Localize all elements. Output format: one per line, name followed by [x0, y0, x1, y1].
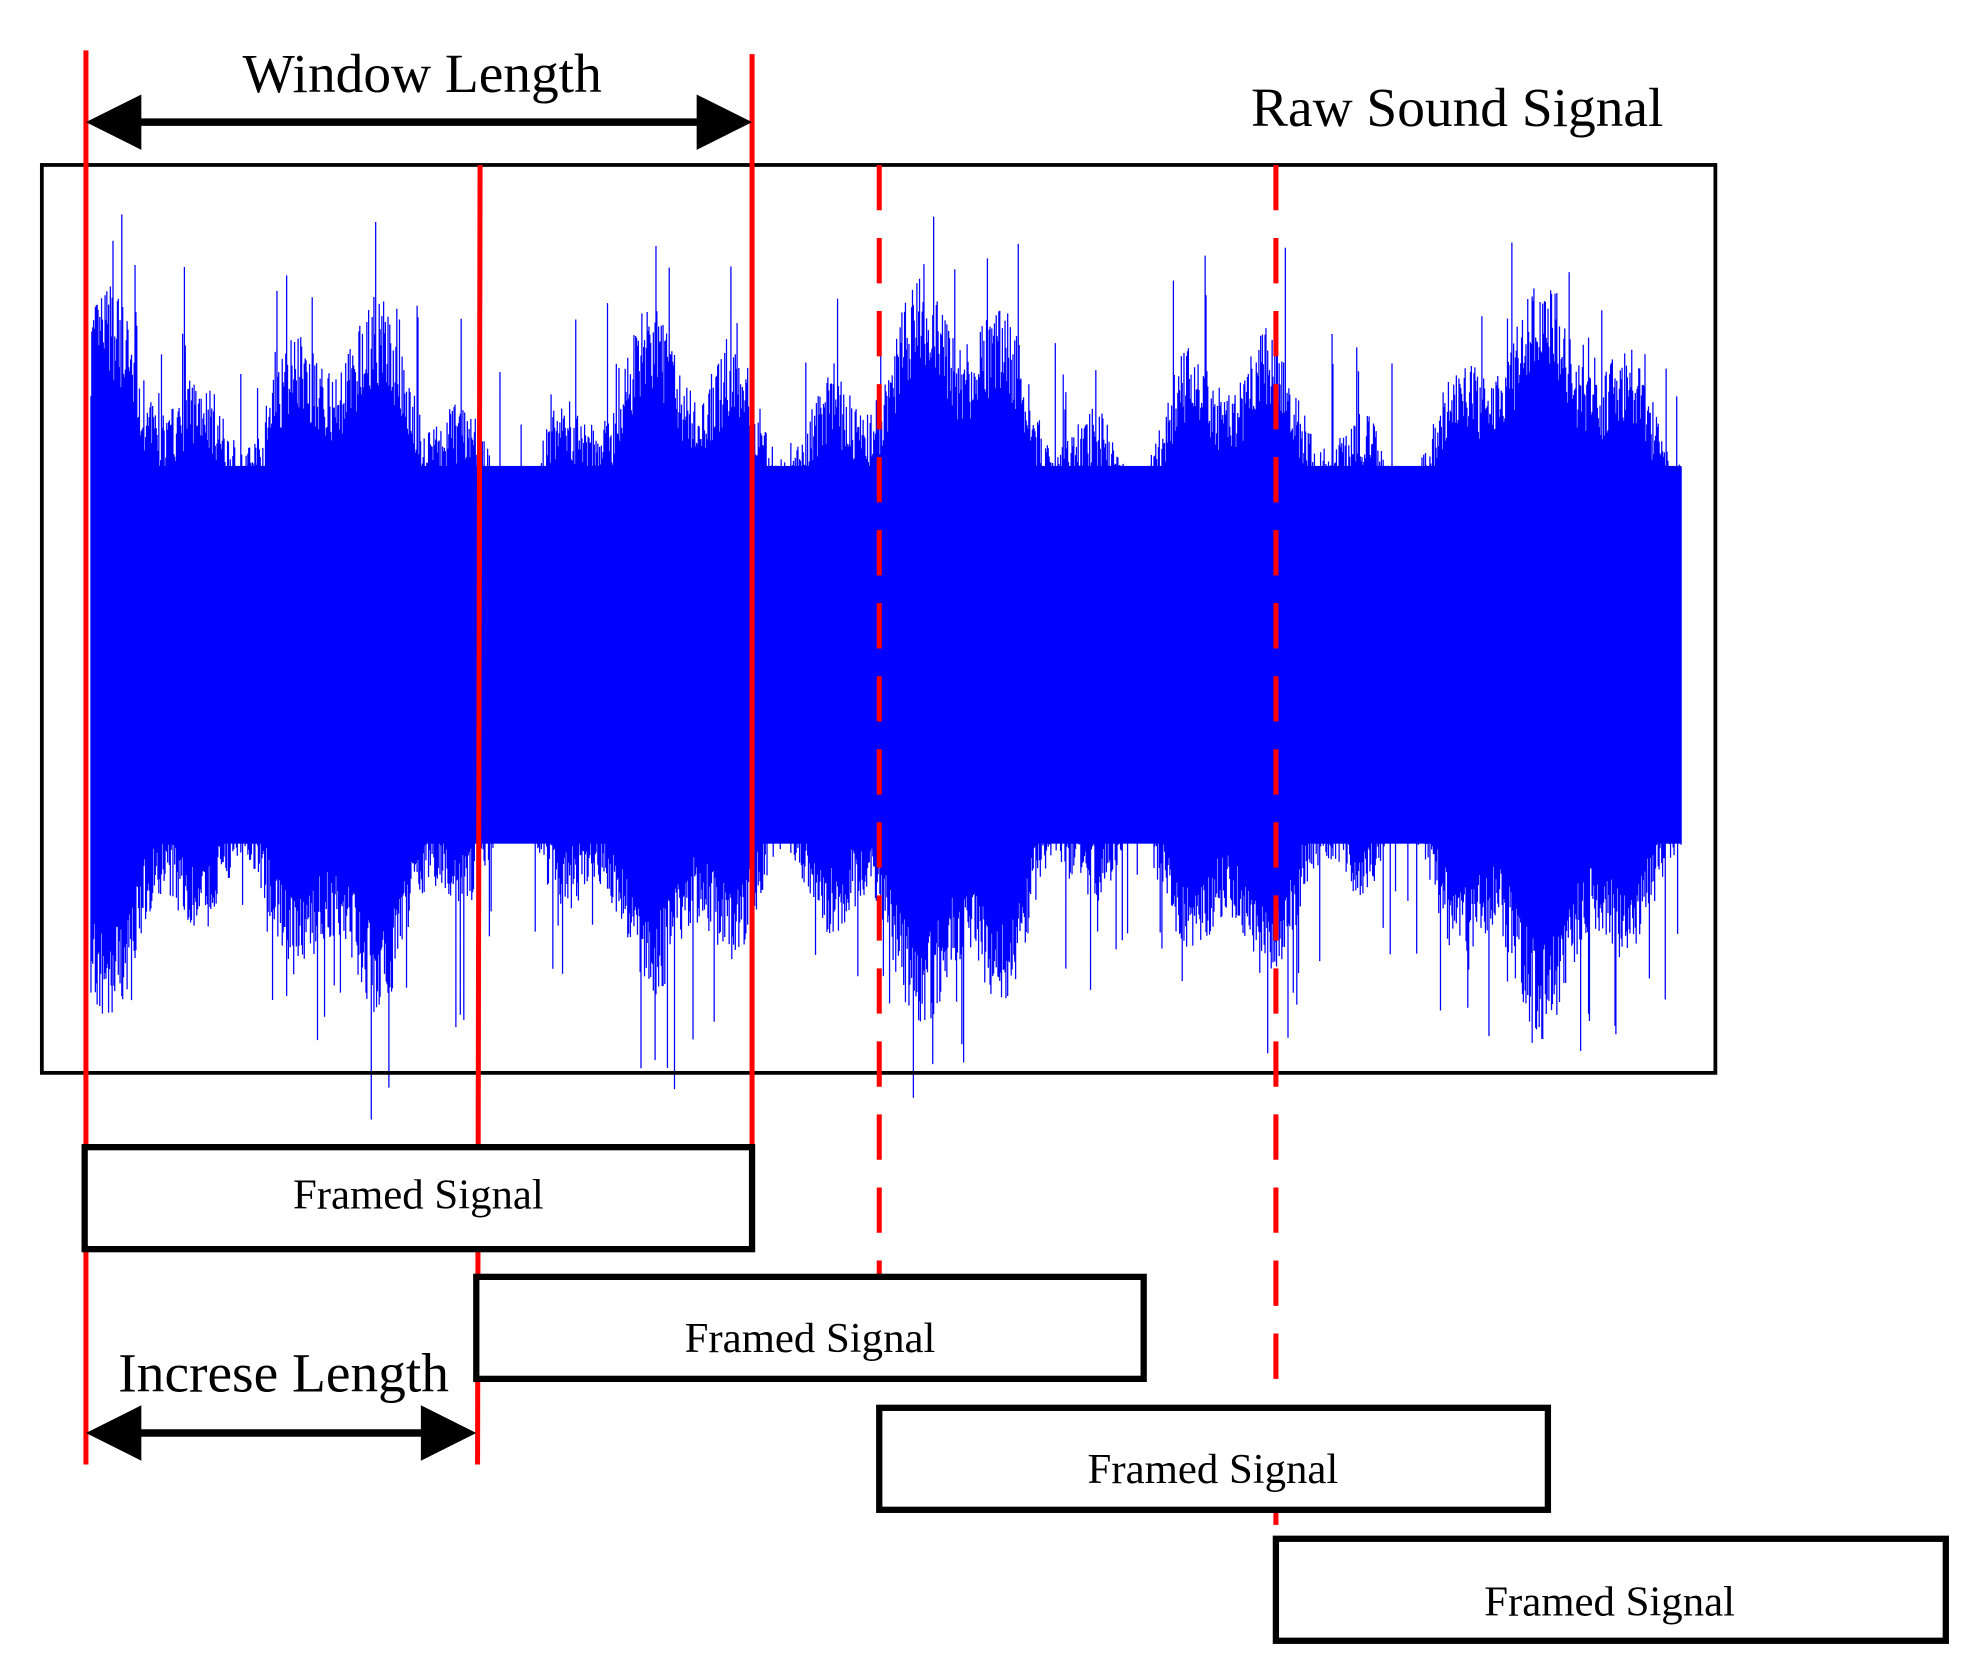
- arrow-head: [85, 1405, 142, 1461]
- increase-length-label: Increse Length: [118, 1343, 449, 1404]
- frame-box: [1272, 1535, 1949, 1644]
- arrow-head: [85, 94, 142, 150]
- boundary-line: [475, 164, 483, 1465]
- arrow-head: [696, 94, 753, 150]
- frame-label: Framed Signal: [685, 1315, 936, 1362]
- arrow-head: [420, 1405, 477, 1461]
- frame-label: Framed Signal: [1088, 1446, 1339, 1493]
- waveform-core: [90, 465, 1682, 844]
- increase-length-arrow: [85, 1405, 477, 1461]
- raw-signal-label: Raw Sound Signal: [1251, 77, 1663, 138]
- window-length-label: Window Length: [242, 43, 601, 104]
- frames: [81, 1144, 1949, 1644]
- frame-box: [876, 1404, 1552, 1513]
- frame-label: Framed Signal: [293, 1172, 544, 1219]
- frame-box: [81, 1144, 756, 1253]
- waveform: [90, 214, 1682, 1120]
- window-length-arrow: [85, 94, 753, 150]
- frame-box: [473, 1273, 1147, 1383]
- frame-label: Framed Signal: [1484, 1578, 1735, 1625]
